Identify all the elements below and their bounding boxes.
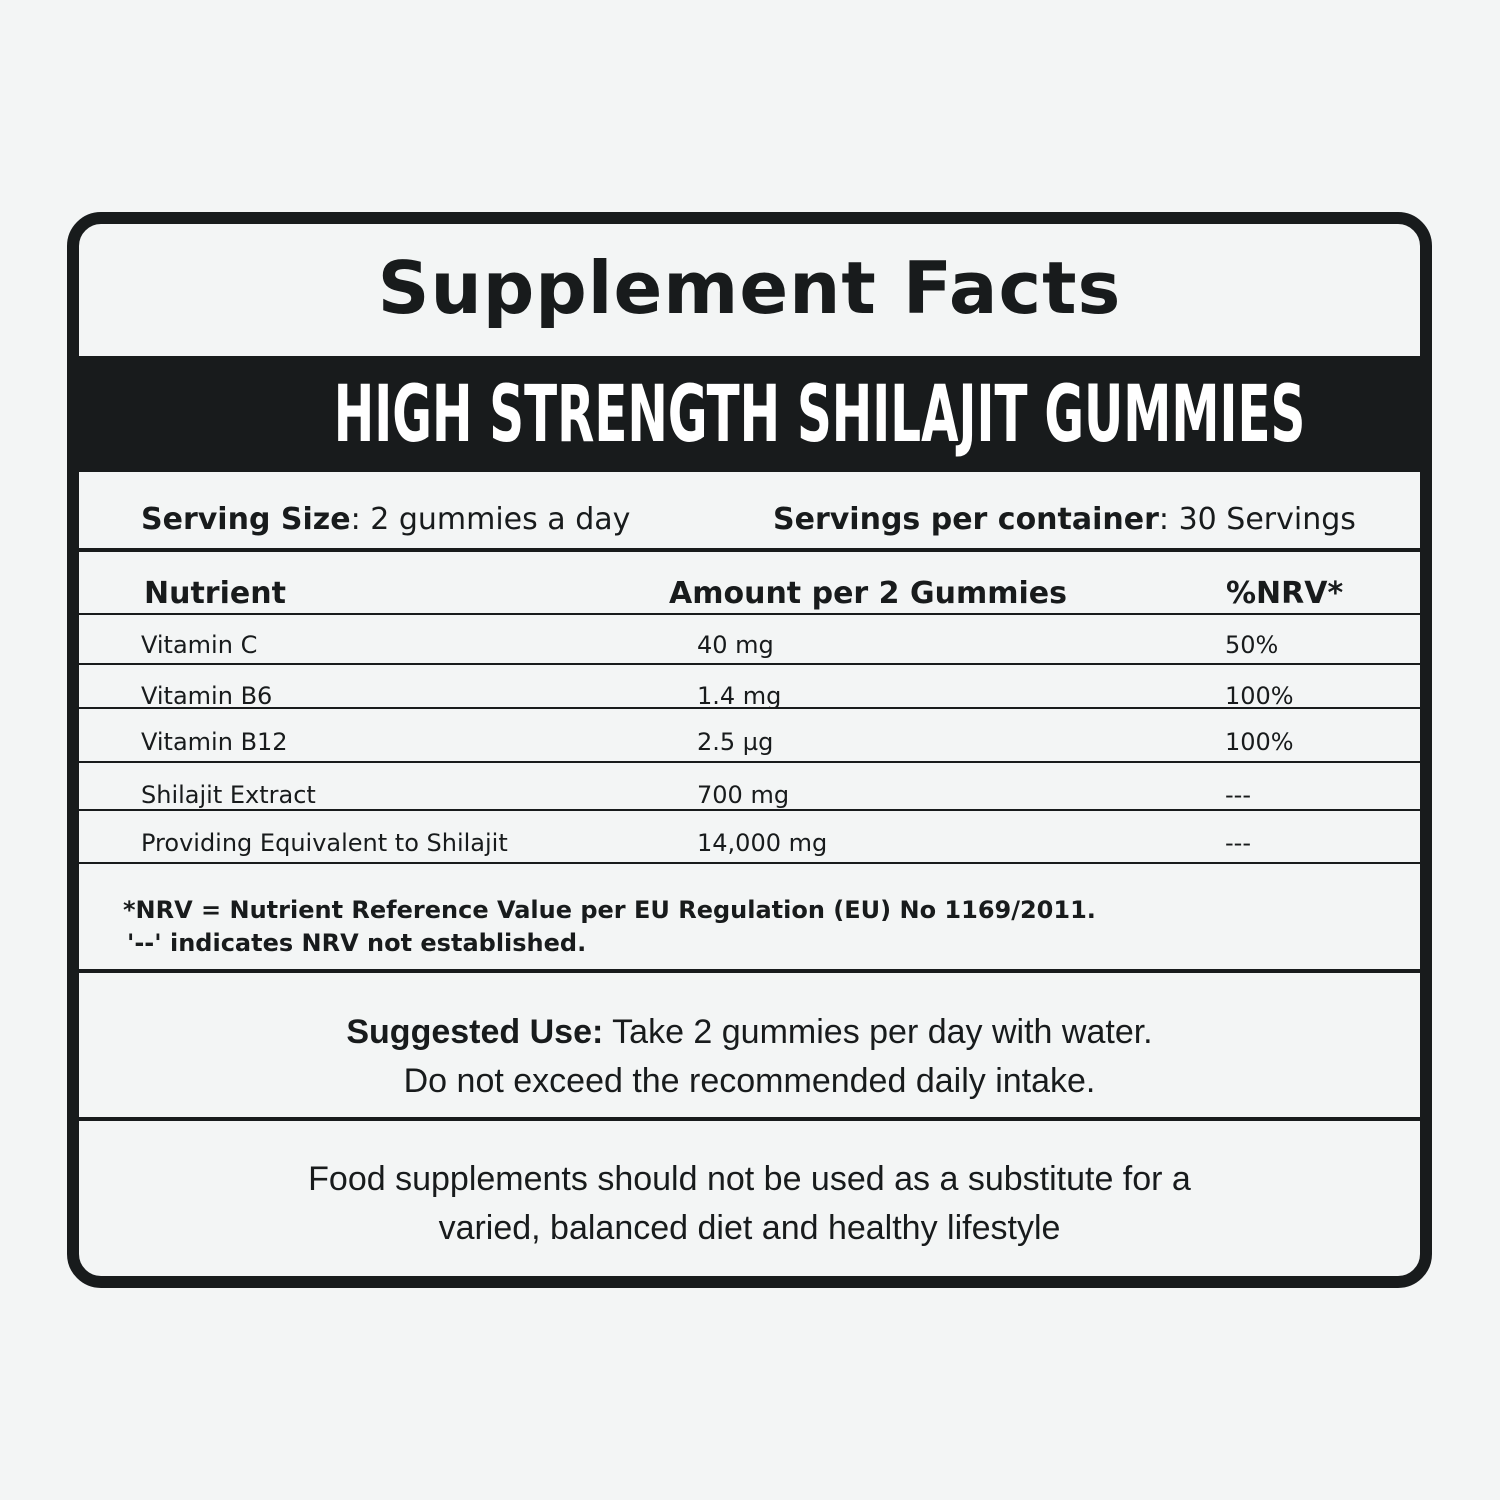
nutrient-nrv: 50% (1225, 631, 1279, 659)
divider (79, 862, 1420, 864)
divider (79, 761, 1420, 763)
suggested-use-warning: Do not exceed the recommended daily inta… (403, 1062, 1096, 1100)
supplement-facts-panel: Supplement Facts HIGH STRENGTH SHILAJIT … (67, 212, 1432, 1288)
nutrient-name: Vitamin C (141, 631, 258, 659)
nutrient-nrv: --- (1225, 781, 1251, 809)
serving-size-label: Serving Size (141, 502, 351, 537)
suggested-use: Suggested Use: Take 2 gummies per day wi… (79, 1008, 1420, 1106)
nutrient-nrv: 100% (1225, 728, 1294, 756)
divider (79, 548, 1420, 552)
header-nrv: %NRV* (1226, 576, 1344, 611)
page-title: Supplement Facts (377, 246, 1122, 330)
divider (79, 969, 1420, 973)
divider (79, 809, 1420, 811)
header-amount: Amount per 2 Gummies (669, 576, 1067, 611)
nutrient-amount: 14,000 mg (697, 829, 828, 857)
servings-per-container-value: 30 Servings (1178, 502, 1356, 537)
servings-per-container: Servings per container: 30 Servings (773, 502, 1356, 537)
disclaimer: Food supplements should not be used as a… (79, 1155, 1420, 1253)
suggested-use-label: Suggested Use: (346, 1013, 604, 1051)
header-nutrient: Nutrient (144, 576, 286, 611)
divider (79, 707, 1420, 709)
disclaimer-line-2: varied, balanced diet and healthy lifest… (438, 1209, 1061, 1247)
nutrient-name: Providing Equivalent to Shilajit (141, 829, 508, 857)
suggested-use-text: Take 2 gummies per day with water. (612, 1013, 1153, 1051)
serving-size: Serving Size: 2 gummies a day (141, 502, 631, 537)
divider (79, 1117, 1420, 1121)
serving-size-value: 2 gummies a day (370, 502, 631, 537)
divider (79, 613, 1420, 615)
nutrient-nrv: 100% (1225, 682, 1294, 710)
servings-per-container-label: Servings per container (773, 502, 1159, 537)
product-name-banner: HIGH STRENGTH SHILAJIT GUMMIES (79, 356, 1420, 472)
nutrient-nrv: --- (1225, 829, 1251, 857)
nutrient-amount: 1.4 mg (697, 682, 782, 710)
footnote-nrv: *NRV = Nutrient Reference Value per EU R… (123, 896, 1096, 924)
nutrient-name: Shilajit Extract (141, 781, 316, 809)
nutrient-amount: 700 mg (697, 781, 790, 809)
nutrient-amount: 2.5 µg (697, 728, 774, 756)
nutrient-amount: 40 mg (697, 631, 774, 659)
disclaimer-line-1: Food supplements should not be used as a… (308, 1160, 1191, 1198)
nutrient-name: Vitamin B6 (141, 682, 273, 710)
nutrient-name: Vitamin B12 (141, 728, 288, 756)
footnote-not-established: '--' indicates NRV not established. (127, 929, 587, 957)
divider (79, 663, 1420, 665)
product-name: HIGH STRENGTH SHILAJIT GUMMIES (333, 370, 1306, 460)
